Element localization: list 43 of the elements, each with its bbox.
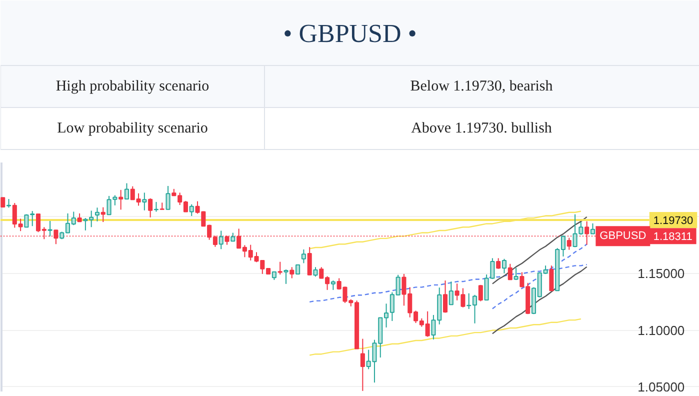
text: Above 1.19730. bullish [411, 120, 552, 136]
line-series [492, 266, 588, 334]
candlestick [313, 266, 318, 278]
y-tick-label: 1.15000 [638, 266, 685, 282]
candlestick [307, 246, 312, 276]
candlestick [166, 185, 170, 210]
candlestick [478, 284, 483, 302]
candlestick [278, 261, 282, 276]
ref-line-label: 1.19730 [653, 214, 694, 227]
candlestick [48, 220, 52, 237]
candlestick [360, 338, 365, 392]
candlestick [118, 189, 124, 210]
candlestick [514, 267, 518, 280]
candlestick [442, 280, 448, 314]
candlestick [94, 207, 100, 222]
text: High probability scenario [56, 78, 210, 94]
candlestick [301, 248, 306, 264]
text: Low probability scenario [57, 120, 208, 136]
candlestick [218, 230, 224, 250]
candlestick [508, 263, 512, 280]
candlestick [330, 280, 336, 290]
candlestick [124, 182, 130, 200]
candlestick [496, 258, 501, 270]
candlestick [290, 266, 294, 279]
candlestick [189, 204, 194, 217]
ref-line-label: GBPUSD [600, 230, 646, 242]
chart-title: • GBPUSD • [283, 19, 417, 48]
line-series [492, 216, 588, 284]
candlestick [0, 197, 6, 208]
y-tick-label: 1.05000 [638, 379, 685, 394]
candlestick [502, 258, 507, 274]
text: 1.18311 [653, 231, 692, 244]
candlestick [590, 222, 596, 234]
y-tick-label: 1.10000 [638, 322, 685, 338]
candlestick [142, 192, 147, 211]
text: Below 1.19730, bearish [410, 78, 554, 94]
candlestick [549, 265, 554, 292]
candlestick [448, 281, 454, 306]
candlestick [148, 198, 153, 218]
candlestick [284, 269, 288, 284]
candlestick [100, 206, 106, 223]
candlestick [566, 237, 572, 250]
candlestick [154, 201, 158, 212]
